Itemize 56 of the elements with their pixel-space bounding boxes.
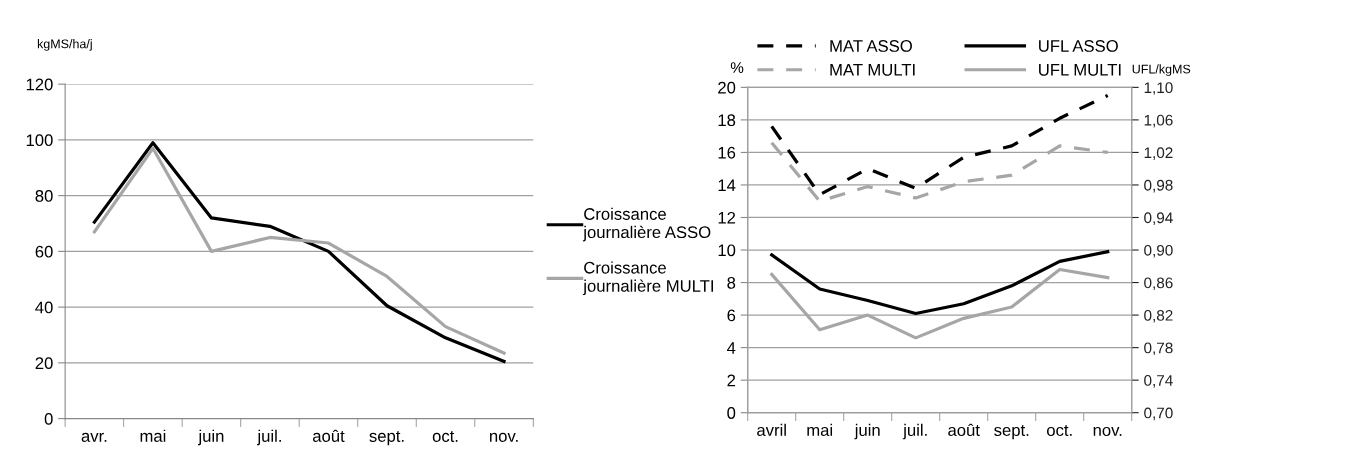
x-tick-label: nov.: [1093, 426, 1122, 437]
y-axis-title: %: [730, 62, 744, 73]
y-tick-label: 14: [718, 179, 736, 191]
y-tick-label: 20: [35, 357, 53, 370]
line-series: [770, 93, 1110, 197]
y-tick-label: 8: [727, 276, 736, 289]
legend-label: Croissance journalière ASSO: [582, 207, 711, 242]
y2-tick-label: 0,90: [1144, 244, 1173, 258]
y2-tick-label: 1,02: [1144, 147, 1173, 160]
x-tick-label: oct.: [432, 431, 458, 442]
y-tick-label: 120: [26, 78, 53, 91]
y-tick-label: 100: [26, 134, 53, 147]
legend-label: Croissance journalière MULTI: [582, 261, 713, 296]
y2-tick-label: 0,74: [1144, 375, 1173, 388]
y-tick-label: 16: [718, 146, 736, 159]
legend-label: MAT ASSO: [830, 40, 912, 52]
y2-tick-label: 1,10: [1144, 82, 1173, 95]
y2-axis-title: UFL/kgMS: [1132, 64, 1191, 76]
y-tick-label: 0: [727, 407, 736, 419]
y-tick-label: 40: [35, 301, 53, 314]
x-tick-label: mai: [807, 423, 833, 437]
x-tick-label: mai: [140, 429, 166, 442]
x-tick-label: août: [948, 423, 980, 437]
x-tick-label: nov.: [490, 432, 518, 442]
y2-tick-label: 0,98: [1144, 179, 1173, 193]
y-tick-label: 12: [718, 211, 736, 224]
x-tick-label: juil.: [257, 429, 281, 446]
y2-tick-label: 0,94: [1144, 212, 1173, 225]
y-tick-label: 18: [718, 114, 736, 127]
y-tick-label: 0: [44, 413, 53, 425]
x-tick-label: juil.: [902, 423, 927, 440]
y-tick-label: 4: [727, 342, 736, 354]
y-tick-label: 10: [718, 244, 736, 257]
y2-tick-label: 0,86: [1144, 277, 1173, 291]
x-tick-label: sept.: [369, 431, 404, 446]
x-tick-label: avr.: [81, 432, 107, 442]
x-tick-label: oct.: [1047, 425, 1072, 437]
y-tick-label: 6: [727, 309, 736, 322]
y-tick-label: 2: [727, 374, 736, 387]
y-tick-label: 60: [35, 245, 53, 258]
legend-label: UFL ASSO: [1039, 40, 1118, 52]
y2-tick-label: 1,06: [1144, 114, 1173, 128]
x-tick-label: juin: [198, 429, 224, 446]
y2-tick-label: 0,82: [1144, 309, 1173, 323]
x-tick-label: juin: [854, 423, 880, 440]
y2-tick-label: 0,78: [1144, 342, 1173, 356]
legend-label: MAT MULTI: [830, 64, 915, 76]
y-axis-title: kgMS/ha/j: [37, 39, 92, 51]
x-tick-label: sept.: [994, 425, 1029, 440]
y-tick-label: 20: [718, 81, 736, 94]
x-tick-label: avril: [757, 423, 786, 437]
y-tick-label: 80: [35, 190, 53, 202]
legend-label: UFL MULTI: [1039, 64, 1121, 76]
line-series: [770, 250, 1110, 316]
y2-tick-label: 0,70: [1144, 407, 1173, 421]
x-tick-label: août: [312, 429, 345, 442]
